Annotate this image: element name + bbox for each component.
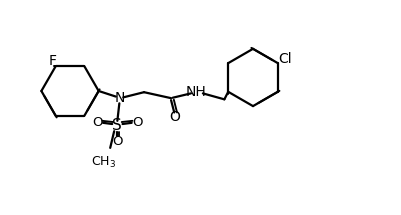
Text: Cl: Cl bbox=[278, 52, 292, 66]
Text: CH$_3$: CH$_3$ bbox=[91, 155, 116, 170]
Text: O: O bbox=[169, 110, 180, 124]
Text: O: O bbox=[112, 135, 123, 148]
Text: O: O bbox=[92, 115, 103, 129]
Text: S: S bbox=[113, 118, 122, 134]
Text: NH: NH bbox=[185, 85, 206, 99]
Text: N: N bbox=[114, 91, 125, 105]
Text: F: F bbox=[49, 54, 57, 68]
Text: O: O bbox=[132, 115, 142, 129]
